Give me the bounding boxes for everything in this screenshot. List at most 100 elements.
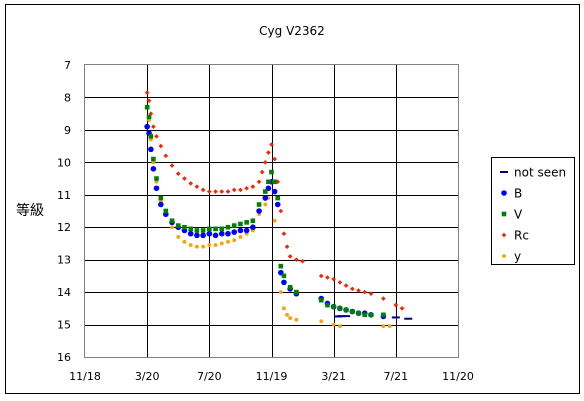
data-point [337, 315, 346, 318]
data-point [182, 224, 187, 230]
data-point [281, 231, 287, 237]
data-point [275, 179, 281, 185]
data-point [262, 160, 268, 165]
x-tick-label: 7/20 [197, 370, 222, 383]
data-point [337, 324, 342, 329]
legend-entry: y [514, 250, 521, 264]
y-tick-label: 12 [57, 221, 71, 234]
data-point [250, 184, 256, 189]
data-point [219, 189, 225, 194]
data-point [343, 307, 349, 313]
data-point [213, 189, 218, 194]
data-point [262, 195, 269, 201]
data-point [195, 244, 199, 249]
data-point [244, 220, 249, 225]
data-point [281, 279, 287, 286]
y-tick-label: 8 [64, 91, 71, 104]
data-point [207, 226, 212, 232]
legend-marker [501, 211, 507, 217]
series-not-seen [334, 315, 413, 320]
legend-entry: B [514, 187, 522, 201]
data-point [287, 254, 293, 259]
data-point [154, 176, 159, 181]
data-point [342, 315, 351, 318]
data-point [188, 226, 193, 232]
data-point [212, 232, 219, 239]
legend: not seen BV Rc y [491, 157, 575, 265]
data-point [287, 284, 293, 290]
series-rc [144, 90, 405, 311]
data-point [231, 229, 237, 235]
legend-entry: not seen [514, 166, 566, 180]
legend-marker [501, 190, 507, 196]
y-tick-label: 14 [57, 286, 71, 299]
data-point [356, 288, 361, 293]
data-point [238, 235, 243, 239]
data-point [362, 289, 368, 295]
data-point [282, 306, 286, 311]
data-point [213, 226, 218, 232]
data-point [146, 98, 152, 103]
data-point [243, 227, 250, 234]
x-tick-label: 3/20 [135, 370, 160, 383]
data-point [331, 276, 336, 282]
data-point [200, 187, 206, 193]
data-point [262, 189, 268, 194]
data-point [381, 296, 386, 301]
y-tick-label: 13 [57, 254, 71, 267]
data-point [238, 221, 243, 227]
data-point [144, 104, 150, 110]
data-point [319, 319, 324, 324]
data-point [176, 235, 181, 239]
data-point [200, 228, 206, 233]
data-point [151, 124, 156, 129]
y-tick-label: 9 [64, 124, 71, 137]
data-point [153, 185, 160, 192]
data-point [350, 286, 355, 292]
data-point [356, 310, 361, 316]
data-point [294, 289, 299, 295]
x-tick-label: 7/21 [383, 370, 408, 383]
data-point [362, 312, 368, 318]
data-point [170, 225, 174, 230]
data-point [232, 238, 237, 243]
data-point [381, 324, 386, 329]
x-tick-label: 3/21 [321, 370, 346, 383]
data-point [151, 156, 156, 162]
y-tick-label: 16 [57, 351, 71, 364]
data-point [318, 297, 324, 303]
tick-labels: 11/18 3/20 7/20 11/19 3/21 7/21 11/20 7 8 9 10 11 12… [57, 59, 474, 383]
x-tick-label: 11/19 [256, 370, 288, 383]
data-point [231, 223, 237, 228]
data-point [278, 263, 284, 269]
data-point [238, 187, 243, 193]
data-point [148, 134, 154, 139]
data-point [213, 243, 218, 247]
data-point [207, 243, 212, 247]
data-point [225, 230, 231, 237]
plot-area [84, 64, 459, 358]
data-point [281, 273, 287, 279]
data-point [225, 189, 231, 194]
data-point [285, 312, 289, 317]
data-point [318, 273, 324, 279]
data-point [158, 201, 164, 208]
data-point [144, 123, 150, 130]
data-point [158, 195, 164, 201]
data-point [169, 218, 175, 224]
data-point [274, 201, 281, 208]
data-point [269, 142, 274, 147]
data-point [182, 176, 187, 181]
data-point [148, 146, 154, 153]
data-point [154, 134, 159, 139]
data-point [226, 239, 230, 244]
x-tick-label: 11/20 [442, 370, 474, 383]
data-point [275, 195, 281, 201]
chart-title: Cyg V2362 [259, 24, 325, 38]
data-point [393, 302, 399, 308]
data-point [271, 188, 278, 195]
data-point [188, 243, 193, 247]
y-tick-label: 15 [57, 319, 71, 332]
data-point [187, 230, 194, 237]
